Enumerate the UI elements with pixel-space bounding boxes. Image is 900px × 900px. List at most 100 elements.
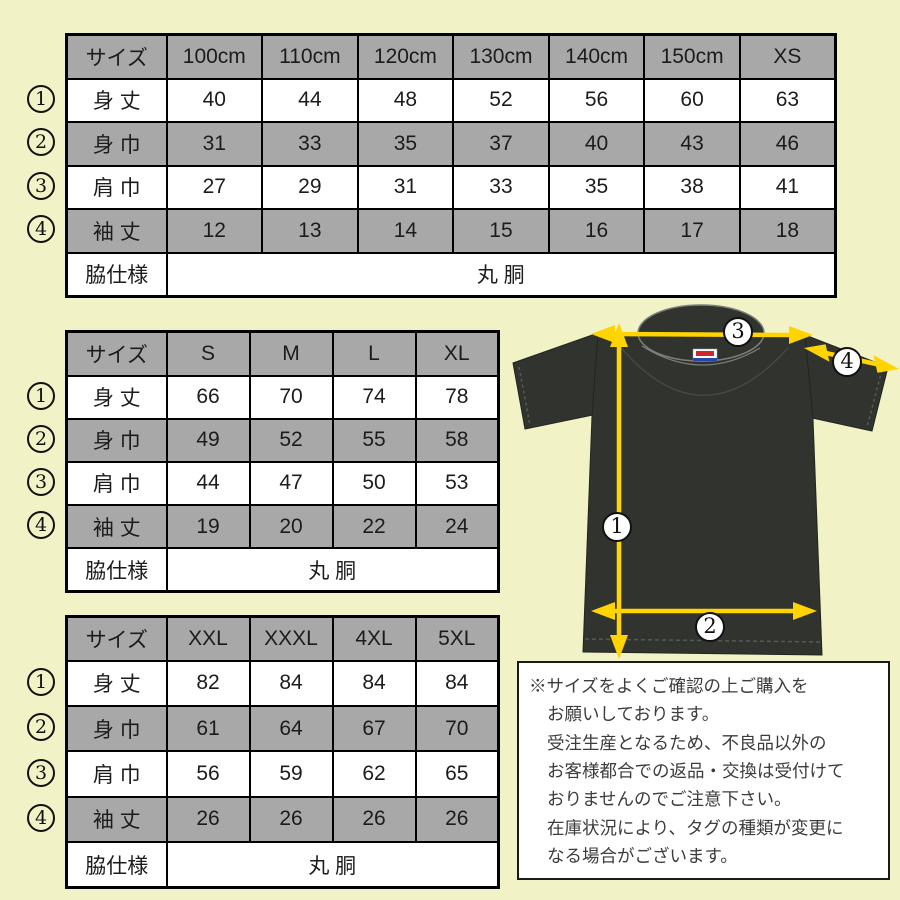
measurement-cell: 67	[331, 704, 417, 753]
measurement-cell: 44	[261, 77, 359, 123]
measurement-cell: 66	[165, 374, 251, 420]
size-column-header: S	[165, 330, 251, 377]
size-column-header: 4XL	[331, 615, 417, 662]
measure-arrows	[591, 323, 899, 659]
table-row: 袖 丈 12 13 14 15 16 17 18	[65, 208, 837, 254]
size-column-header: 5XL	[414, 615, 500, 662]
measurement-cell: 18	[738, 208, 837, 254]
measurement-cell: 40	[165, 77, 264, 123]
size-column-header: 150cm	[643, 33, 741, 80]
table-row: 身 巾 49 52 55 58	[65, 417, 500, 463]
measurement-cell: 70	[248, 374, 334, 420]
size-column-header: 140cm	[547, 33, 646, 80]
side-spec-value: 丸 胴	[165, 841, 500, 889]
side-spec-value: 丸 胴	[165, 251, 837, 297]
measurement-cell: 52	[452, 77, 550, 123]
size-column-header: 130cm	[452, 33, 550, 80]
row-marker-3: 3	[27, 468, 55, 496]
size-column-header: 110cm	[261, 33, 359, 80]
size-column-header: M	[248, 330, 334, 377]
row-marker-gutter: 1 2 3 4	[20, 615, 65, 889]
table-row: 身 丈 66 70 74 78	[65, 374, 500, 420]
measurement-cell: 37	[452, 121, 550, 167]
measurement-cell: 22	[331, 504, 417, 550]
row-marker-gutter: 1 2 3 4	[20, 33, 65, 298]
size-column-header: L	[331, 330, 417, 377]
measurement-cell: 31	[165, 121, 264, 167]
row-label: 身 丈	[65, 659, 168, 707]
size-column-header: XXXL	[248, 615, 334, 662]
note-line: おりませんのでご注意下さい。	[547, 789, 792, 810]
xxl-5xl-size-table: サイズ XXL XXXL 4XL 5XL 身 丈 82 84 84 84 身 巾 61 64 67 70 肩 …	[65, 615, 500, 889]
kids-xs-size-table: サイズ 100cm 110cm 120cm 130cm 140cm 150cm XS 身 丈 40…	[65, 33, 837, 298]
measurement-cell: 50	[331, 460, 417, 507]
measurement-cell: 29	[261, 164, 359, 210]
measurement-cell: 56	[547, 77, 646, 123]
size-column-header: XS	[738, 33, 837, 80]
table-row: 身 巾 61 64 67 70	[65, 704, 500, 753]
measurement-cell: 64	[248, 704, 334, 753]
chest-seam	[616, 342, 789, 396]
side-spec-label: 脇仕様	[65, 251, 168, 297]
right-sleeve-stitch	[866, 369, 883, 428]
table-row: 身 巾 31 33 35 37 40 43 46	[65, 121, 837, 167]
measurement-cell: 59	[248, 750, 334, 798]
size-label-header: サイズ	[65, 330, 168, 377]
diagram-marker-3: 3	[723, 317, 753, 347]
measurement-cell: 17	[643, 208, 741, 254]
row-marker-2: 2	[27, 128, 55, 157]
measurement-cell: 24	[414, 504, 500, 550]
measurement-cell: 55	[331, 417, 417, 463]
tshirt-illustration	[512, 304, 899, 659]
measurement-cell: 52	[248, 417, 334, 463]
side-spec-label: 脇仕様	[65, 547, 168, 593]
left-sleeve-stitch	[518, 366, 531, 426]
table-row: 肩 巾 44 47 50 53	[65, 460, 500, 507]
note-line: 在庫状況により、タグの種類が変更に	[547, 817, 844, 838]
arrowhead	[591, 602, 615, 620]
measurement-cell: 26	[248, 795, 334, 844]
size-column-header: 120cm	[356, 33, 455, 80]
measurement-cell: 13	[261, 208, 359, 254]
note-line: お願いしております。	[547, 704, 720, 725]
row-marker-2: 2	[27, 424, 55, 453]
measurement-cell: 62	[331, 750, 417, 798]
tshirt-left-sleeve	[512, 332, 599, 430]
measurement-cell: 27	[165, 164, 264, 210]
measurement-cell: 84	[248, 659, 334, 707]
arrowhead	[610, 635, 628, 659]
arrowhead	[793, 602, 817, 620]
arrowhead	[804, 344, 830, 362]
table-row: 肩 巾 27 29 31 33 35 38 41	[65, 164, 837, 210]
measurement-cell: 48	[356, 77, 455, 123]
row-label: 袖 丈	[65, 795, 168, 844]
arrowhead	[873, 355, 899, 373]
measurement-cell: 56	[165, 750, 251, 798]
size-column-header: XXL	[165, 615, 251, 662]
measurement-cell: 70	[414, 704, 500, 753]
collar-seam	[641, 345, 761, 366]
table-row: 袖 丈 19 20 22 24	[65, 504, 500, 550]
arrowhead	[591, 325, 615, 343]
measurement-cell: 26	[165, 795, 251, 844]
row-marker-gutter: 1 2 3 4	[20, 330, 65, 593]
diagram-marker-1: 1	[602, 512, 632, 542]
note-line: 受注生産となるため、不良品以外の	[547, 732, 827, 753]
size-column-header: 100cm	[165, 33, 264, 80]
size-label-header: サイズ	[65, 615, 168, 662]
row-label: 肩 巾	[65, 164, 168, 210]
measurement-cell: 74	[331, 374, 417, 420]
measurement-cell: 46	[738, 121, 837, 167]
measurement-cell: 14	[356, 208, 455, 254]
measurement-cell: 84	[414, 659, 500, 707]
measurement-cell: 41	[738, 164, 837, 210]
row-marker-4: 4	[27, 803, 55, 832]
row-label: 袖 丈	[65, 208, 168, 254]
size-table-big-slot: サイズ XXL XXXL 4XL 5XL 身 丈 82 84 84 84 身 巾 61 64 67 70 肩 …	[65, 615, 500, 889]
note-line: なる場合がございます。	[547, 846, 738, 867]
diagram-marker-2: 2	[695, 612, 725, 642]
measurement-cell: 31	[356, 164, 455, 210]
purchase-note-box: ※サイズをよくご確認の上ご購入を お願いしております。 受注生産となるため、不良品以…	[517, 661, 890, 880]
